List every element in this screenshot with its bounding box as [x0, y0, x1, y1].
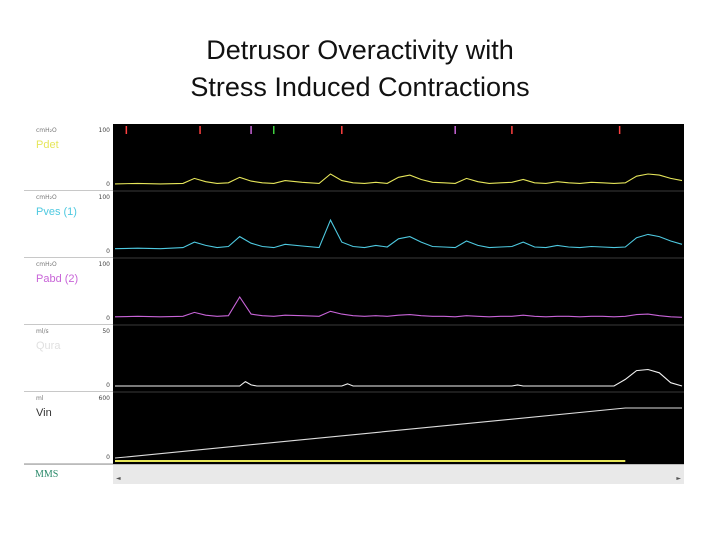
channel-name: Vin — [36, 407, 52, 419]
trace-area — [113, 126, 684, 462]
scroll-left-icon[interactable]: ◄ — [116, 475, 121, 482]
scale-max: 100 — [98, 194, 110, 201]
scroll-right-icon[interactable]: ► — [676, 475, 681, 482]
channel-name: Pdet — [36, 139, 59, 151]
scale-min: 0 — [106, 181, 110, 188]
brand-logo: MMS — [35, 469, 59, 480]
channel-name: Pves (1) — [36, 206, 77, 218]
urodynamics-tracing-panel: cmH₂O Pdet 100 0 cmH₂O Pves (1) 100 0 cm… — [24, 124, 684, 484]
scale-max: 100 — [98, 127, 110, 134]
channel-label-pdet: cmH₂O Pdet 100 0 — [24, 124, 113, 191]
channel-label-qura: ml/s Qura 50 0 — [24, 325, 113, 392]
scale-min: 0 — [106, 248, 110, 255]
time-axis-bar[interactable]: ◄ ► — [113, 464, 684, 484]
channel-label-pabd: cmH₂O Pabd (2) 100 0 — [24, 258, 113, 325]
channel-unit: cmH₂O — [36, 194, 57, 201]
slide-title-line-2: Stress Induced Contractions — [190, 72, 530, 102]
trace-pabd — [114, 295, 683, 318]
footer-brand-area: MMS — [24, 464, 113, 484]
scale-max: 50 — [102, 328, 110, 335]
channel-name: Pabd (2) — [36, 273, 79, 285]
slide-title-line-1: Detrusor Overactivity with — [206, 35, 514, 65]
trace-pdet — [114, 173, 683, 185]
channel-unit: ml — [36, 395, 44, 402]
channel-unit: cmH₂O — [36, 261, 57, 268]
slide-title: Detrusor Overactivity with Stress Induce… — [0, 32, 720, 106]
scale-max: 100 — [98, 261, 110, 268]
scale-min: 0 — [106, 454, 110, 461]
scale-min: 0 — [106, 315, 110, 322]
scale-min: 0 — [106, 382, 110, 389]
trace-pves — [114, 218, 683, 250]
trace-qura — [115, 368, 683, 387]
channel-name: Qura — [36, 340, 61, 352]
channel-label-pves: cmH₂O Pves (1) 100 0 — [24, 191, 113, 258]
channel-label-column: cmH₂O Pdet 100 0 cmH₂O Pves (1) 100 0 cm… — [24, 124, 113, 484]
channel-label-vin: ml Vin 600 0 — [24, 392, 113, 464]
trace-vin — [114, 407, 682, 459]
channel-unit: ml/s — [36, 328, 49, 335]
scale-max: 600 — [98, 395, 110, 402]
channel-unit: cmH₂O — [36, 127, 57, 134]
